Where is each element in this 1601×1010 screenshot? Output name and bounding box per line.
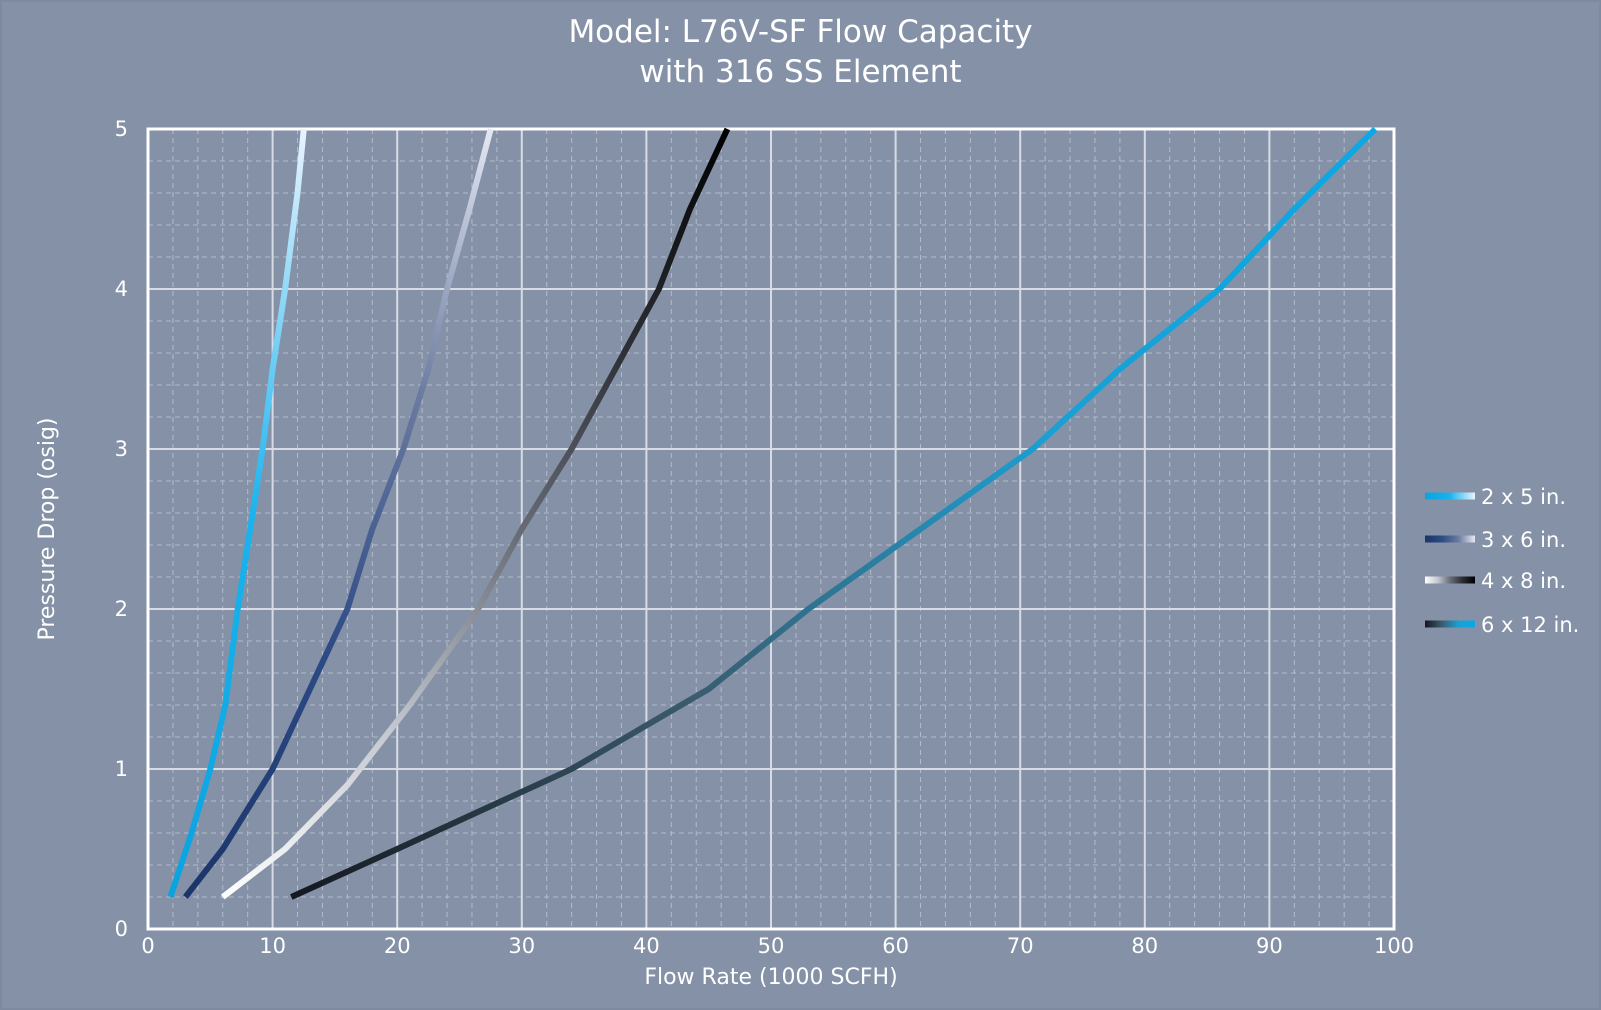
- x-tick-label: 20: [384, 934, 411, 958]
- tick-labels: 0 10 20 30 40 50 60 70 80 90 100 0 1 2 3 4 5: [115, 117, 1414, 958]
- x-tick-label: 100: [1374, 934, 1414, 958]
- x-tick-label: 50: [758, 934, 785, 958]
- y-tick-label: 5: [115, 117, 128, 141]
- x-tick-label: 70: [1007, 934, 1034, 958]
- x-tick-label: 0: [141, 934, 154, 958]
- chart-title-block: Model: L76V-SF Flow Capacity with 316 SS…: [0, 12, 1601, 92]
- x-tick-label: 30: [508, 934, 535, 958]
- x-tick-label: 10: [259, 934, 286, 958]
- legend-label-3: 4 x 8 in.: [1481, 569, 1566, 593]
- plot-border: [146, 127, 1396, 931]
- chart-title: Model: L76V-SF Flow Capacity: [568, 14, 1033, 50]
- series-line-2: [183, 128, 494, 899]
- y-tick-label: 2: [115, 597, 128, 621]
- y-tick-label: 1: [115, 757, 128, 781]
- y-tick-label: 4: [115, 277, 128, 301]
- series-layer: [167, 126, 1378, 900]
- y-tick-label: 3: [115, 437, 128, 461]
- series-line-3: [220, 127, 731, 900]
- series-line-4: [290, 126, 1378, 900]
- y-axis-label: Pressure Drop (osig): [35, 417, 60, 640]
- legend-label-1: 2 x 5 in.: [1481, 485, 1566, 509]
- x-tick-label: 80: [1131, 934, 1158, 958]
- x-tick-label: 40: [633, 934, 660, 958]
- legend-label-4: 6 x 12 in.: [1481, 613, 1579, 637]
- chart-subtitle: with 316 SS Element: [639, 54, 962, 90]
- legend: 2 x 5 in. 3 x 6 in. 4 x 8 in. 6 x 12 in.: [1425, 485, 1579, 637]
- x-axis-label: Flow Rate (1000 SCFH): [644, 965, 897, 990]
- series-line-1: [167, 128, 307, 898]
- x-tick-label: 90: [1256, 934, 1283, 958]
- x-tick-label: 60: [882, 934, 909, 958]
- y-tick-label: 0: [115, 917, 128, 941]
- legend-label-2: 3 x 6 in.: [1481, 528, 1566, 552]
